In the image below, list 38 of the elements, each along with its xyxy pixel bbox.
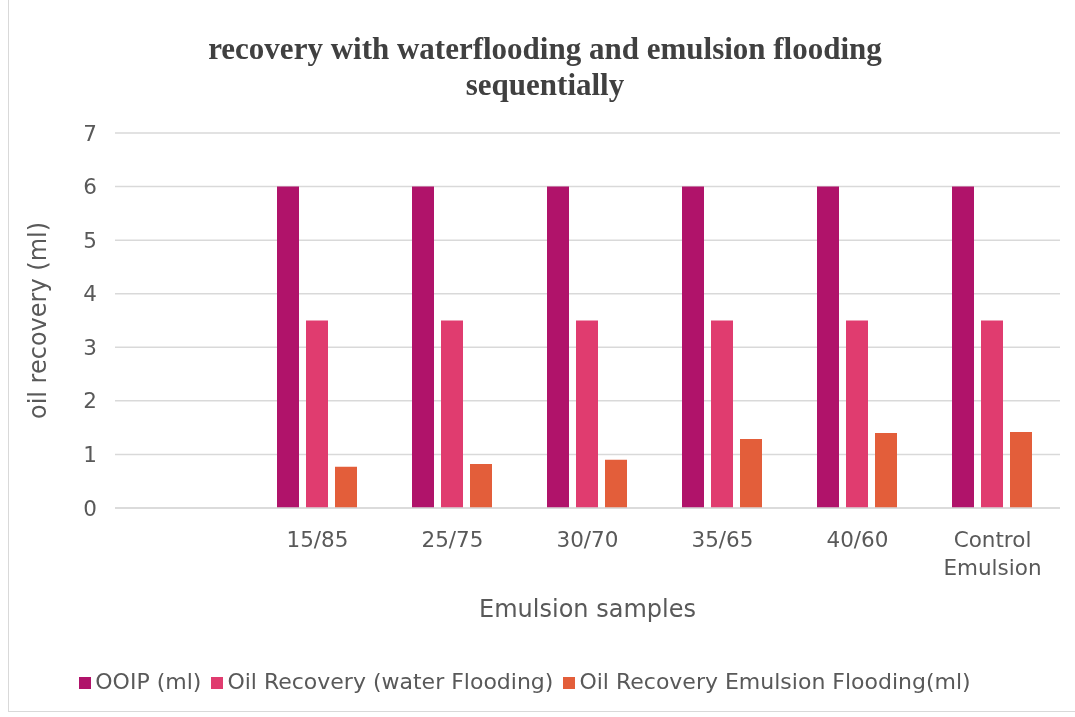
bar — [846, 320, 868, 508]
y-tick-label: 7 — [83, 120, 97, 146]
bar — [576, 320, 598, 508]
bar — [605, 459, 627, 508]
chart-title: recovery with waterflooding and emulsion flooding sequentially — [207, 31, 883, 103]
bar — [441, 320, 463, 508]
bar — [412, 186, 434, 508]
bar — [306, 320, 328, 508]
bar — [952, 186, 974, 508]
x-tick-label: 30/70 — [556, 527, 619, 552]
y-tick-label: 1 — [83, 442, 97, 468]
bar — [711, 320, 733, 508]
bar — [277, 186, 299, 508]
bar — [1010, 431, 1032, 508]
legend-label: OOIP (ml) — [95, 669, 202, 694]
bar — [470, 464, 492, 508]
y-axis-title: oil recovery (ml) — [24, 221, 52, 420]
bar — [817, 186, 839, 508]
x-tick-label: 25/75 — [421, 527, 484, 552]
bar — [682, 186, 704, 508]
y-tick-label: 3 — [83, 334, 97, 360]
y-tick-label: 0 — [83, 495, 97, 521]
x-tick-label: 40/60 — [826, 527, 889, 552]
bar — [740, 438, 762, 508]
y-tick-label: 6 — [83, 174, 97, 200]
x-tick-label: Control Emulsion — [943, 527, 1042, 580]
bar — [335, 466, 357, 508]
legend-label: Oil Recovery Emulsion Flooding(ml) — [579, 669, 971, 694]
x-axis-title: Emulsion samples — [479, 595, 696, 623]
bar — [981, 320, 1003, 508]
y-tick-label: 2 — [83, 388, 97, 414]
x-tick-label: 35/65 — [691, 527, 754, 552]
y-tick-label: 5 — [83, 227, 97, 253]
x-tick-label: 15/85 — [286, 527, 349, 552]
bar — [875, 433, 897, 508]
bar — [547, 186, 569, 508]
y-tick-label: 4 — [83, 281, 97, 307]
legend-label: Oil Recovery (water Flooding) — [227, 669, 554, 694]
